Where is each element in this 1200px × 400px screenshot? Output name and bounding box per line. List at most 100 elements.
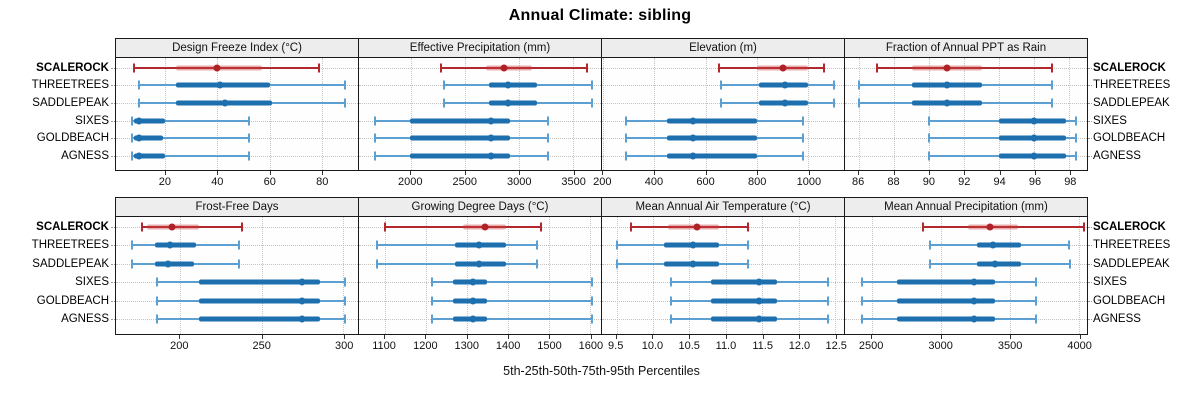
gridline	[410, 58, 412, 170]
row-tick-stub	[1088, 300, 1092, 302]
whisker-cap	[875, 63, 878, 73]
whisker-line	[432, 281, 592, 284]
axis-caption: 5th-25th-50th-75th-95th Percentiles	[503, 364, 700, 378]
axis-tick-label: 88	[887, 176, 900, 188]
median-dot	[779, 64, 787, 72]
whisker-cap	[375, 259, 378, 269]
gridline	[705, 58, 707, 170]
whisker-cap	[374, 151, 377, 161]
panel-growing-degree-days-c: Growing Degree Days (°C) 1100 1200 1300 1400…	[358, 197, 603, 359]
median-dot	[135, 117, 143, 125]
site-label-sixes: SIXES	[75, 114, 109, 127]
median-dot	[755, 315, 763, 323]
row-tick-stub	[111, 245, 115, 247]
site-label-scalerock: SCALEROCK	[1093, 220, 1166, 233]
whisker-cap	[141, 222, 144, 232]
median-dot	[504, 99, 512, 107]
axis-tick	[1010, 335, 1012, 339]
site-label-threetrees: THREETREES	[31, 79, 109, 92]
axis-tick-label: 1200	[413, 340, 438, 352]
axis-tick	[940, 335, 942, 339]
row-tick-stub	[111, 282, 115, 284]
row-tick-stub	[1088, 319, 1092, 321]
whisker-cap	[374, 133, 377, 143]
whisker-cap	[585, 63, 588, 73]
axis-tick	[1079, 335, 1081, 339]
panel-title: Design Freeze Index (°C)	[115, 38, 359, 58]
axis-tick-label: 60	[263, 176, 276, 188]
panels-row-0: Design Freeze Index (°C) 20 40 60 80 Effectiv…	[115, 38, 1088, 195]
panel-fraction-of-annual-ppt-as-rain: Fraction of Annual PPT as Rain 86 88 90 92 94…	[844, 38, 1088, 195]
iqr-bar	[896, 298, 995, 304]
panel-title: Mean Annual Precipitation (mm)	[844, 197, 1088, 217]
whisker-cap	[547, 133, 550, 143]
site-label-agness: AGNESS	[61, 150, 109, 162]
median-dot	[469, 278, 477, 286]
gridline	[616, 217, 618, 334]
site-label-scalerock: SCALEROCK	[36, 220, 109, 233]
gridline	[179, 217, 181, 334]
median-dot	[481, 223, 489, 231]
whisker-cap	[591, 80, 594, 90]
whisker-cap	[615, 259, 618, 269]
iqr-bar	[896, 279, 995, 285]
median-dot	[469, 315, 477, 323]
panel-plot-area	[358, 58, 602, 171]
whisker-line	[131, 155, 249, 157]
iqr-bar	[711, 279, 777, 285]
median-dot	[943, 81, 951, 89]
site-label-goldbeach: GOLDBEACH	[1093, 294, 1166, 307]
panel-axis: 20 40 60 80	[115, 171, 359, 195]
iqr-bar	[199, 298, 321, 304]
whisker-cap	[921, 222, 924, 232]
whisker-cap	[670, 277, 673, 287]
whisker-cap	[247, 116, 250, 126]
panel-plot-area	[358, 217, 602, 335]
row-tick-stub	[1088, 156, 1092, 157]
gridline	[798, 217, 800, 334]
gridline	[964, 58, 966, 170]
iqr-bar	[667, 118, 757, 124]
gridline	[217, 58, 219, 170]
site-label-agness: AGNESS	[1093, 150, 1141, 162]
median-dot	[755, 297, 763, 305]
median-dot	[689, 241, 697, 249]
whisker-cap	[590, 314, 593, 324]
axis-tick-label: 300	[334, 340, 354, 352]
axis-tick-label: 40	[211, 176, 224, 188]
row-tick-stub	[111, 102, 115, 104]
whisker-cap	[802, 133, 805, 143]
whisker-line	[131, 119, 249, 122]
axis-tick-label: 3000	[928, 340, 953, 352]
whisker-cap	[746, 240, 749, 250]
gridline	[507, 217, 509, 334]
median-dot	[689, 134, 697, 142]
axis-tick	[573, 171, 575, 175]
gridline	[835, 217, 837, 334]
whisker-cap	[625, 116, 628, 126]
axis-tick	[217, 171, 219, 175]
whisker-cap	[720, 98, 723, 108]
iqr-bar	[134, 118, 166, 124]
whisker-cap	[1034, 277, 1037, 287]
median-dot	[298, 278, 306, 286]
site-label-saddlepeak: SADDLEPEAK	[1093, 257, 1170, 270]
axis-tick-label: 94	[993, 176, 1006, 188]
whisker-cap	[625, 151, 628, 161]
gridline	[929, 58, 931, 170]
whisker-cap	[717, 63, 720, 73]
site-label-threetrees: THREETREES	[1093, 79, 1171, 92]
row-tick-stub	[111, 263, 115, 265]
axis-tick-label: 9.5	[608, 340, 624, 352]
iqr-bar	[488, 100, 538, 106]
iqr-bar	[155, 242, 197, 248]
gridline	[572, 58, 574, 170]
site-label-scalerock: SCALEROCK	[1093, 61, 1166, 74]
axis-tick	[1070, 171, 1072, 175]
axis-tick-label: 2000	[398, 176, 423, 188]
median-dot	[164, 260, 172, 268]
whisker-cap	[928, 133, 931, 143]
panel-mean-annual-precipitation-mm: Mean Annual Precipitation (mm) 2500 3000 35…	[844, 197, 1092, 359]
axis-tick	[269, 171, 271, 175]
median-dot	[298, 315, 306, 323]
